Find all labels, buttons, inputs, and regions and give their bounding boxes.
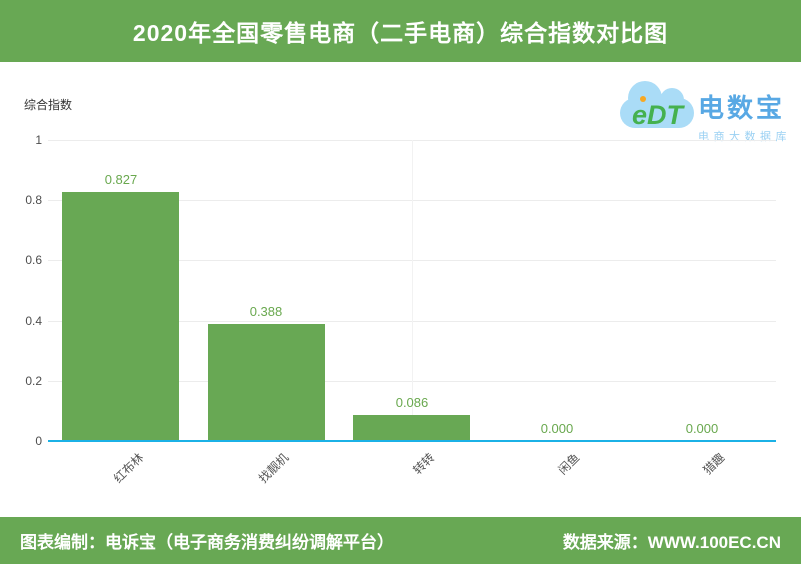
y-tick-label: 0.8 <box>25 193 42 207</box>
footer-bar: 图表编制：电诉宝（电子商务消费纠纷调解平台） 数据来源：WWW.100EC.CN <box>0 517 801 564</box>
bar-转转 <box>353 415 470 441</box>
logo-text-block: 电数宝 电商大数据库 <box>698 74 791 144</box>
x-axis-label-text: 猎趣 <box>700 450 728 478</box>
y-tick-label: 1 <box>35 133 42 147</box>
logo-tagline: 电商大数据库 <box>698 131 791 143</box>
x-axis-line <box>48 440 776 442</box>
x-axis-label-text: 红布林 <box>110 450 147 486</box>
y-tick-label: 0.4 <box>25 314 42 328</box>
edt-dot-icon <box>640 96 646 102</box>
bar-找靓机 <box>208 324 325 441</box>
footer-source: 数据来源：WWW.100EC.CN <box>562 533 781 552</box>
header-bar: 2020年全国零售电商（二手电商）综合指数对比图 <box>0 0 801 62</box>
x-axis-label-text: 转转 <box>410 450 438 478</box>
bar-value-label: 0.086 <box>395 395 429 410</box>
x-axis-label-红布林: 红布林 <box>25 449 146 485</box>
x-axis-label-转转: 转转 <box>316 449 437 477</box>
edt-logo-text: eDT <box>632 100 684 130</box>
bar-value-label: 0.000 <box>685 421 719 436</box>
bar-value-label: 0.000 <box>540 421 574 436</box>
x-axis-label-闲鱼: 闲鱼 <box>461 449 582 477</box>
y-tick-label: 0.6 <box>25 253 42 267</box>
x-axis-label-猎趣: 猎趣 <box>606 449 727 477</box>
x-axis-label-text: 找靓机 <box>255 450 292 486</box>
logo-name: 电数宝 <box>698 93 786 123</box>
y-tick-label: 0 <box>35 434 42 448</box>
footer-credit: 图表编制：电诉宝（电子商务消费纠纷调解平台） <box>20 533 394 552</box>
x-axis-label-找靓机: 找靓机 <box>170 449 291 485</box>
y-axis-title: 综合指数 <box>24 98 73 112</box>
x-axis-label-text: 闲鱼 <box>555 450 583 478</box>
y-tick-label: 0.2 <box>25 374 42 388</box>
gridline-vertical-mid <box>412 140 413 441</box>
bar-value-label: 0.388 <box>249 304 283 319</box>
cloud-icon: eDT <box>618 74 698 140</box>
page-title: 2020年全国零售电商（二手电商）综合指数对比图 <box>132 20 669 46</box>
bar-红布林 <box>62 192 179 441</box>
bar-value-label: 0.827 <box>104 172 138 187</box>
edt-logo: eDT 电数宝 电商大数据库 <box>618 74 796 144</box>
